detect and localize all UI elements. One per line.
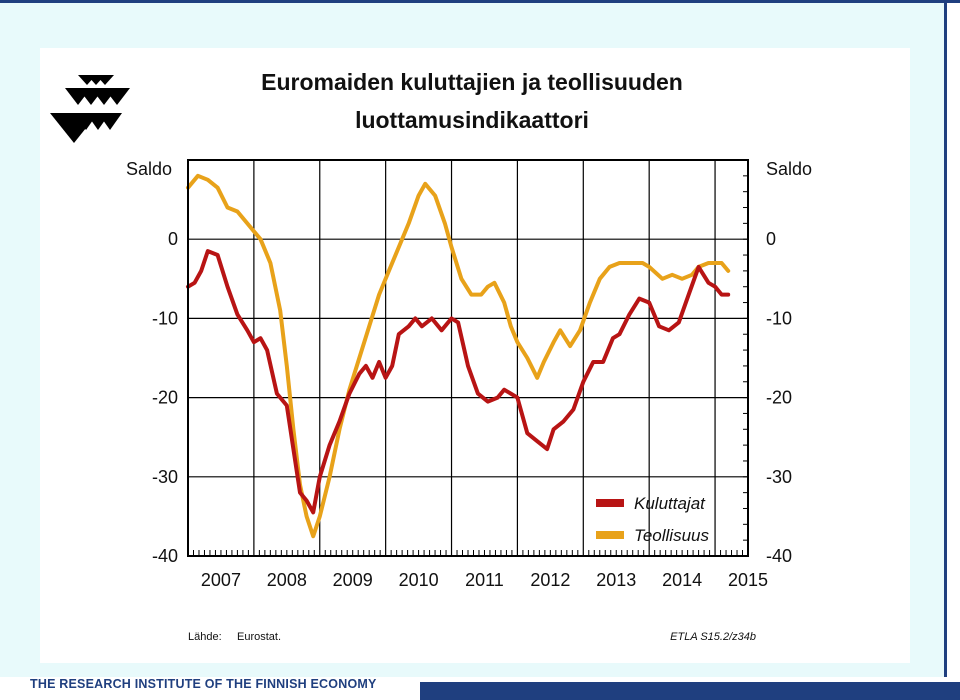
legend-label-kuluttajat: Kuluttajat bbox=[634, 494, 706, 513]
x-tick-label: 2009 bbox=[333, 570, 373, 590]
x-tick-label: 2013 bbox=[596, 570, 636, 590]
x-tick-label: 2010 bbox=[399, 570, 439, 590]
footer-band bbox=[420, 682, 960, 700]
chart-title-line1: Euromaiden kuluttajien ja teollisuuden bbox=[261, 69, 683, 95]
y-tick-label-right: -20 bbox=[766, 388, 792, 408]
y-tick-label-left: -20 bbox=[152, 388, 178, 408]
confidence-chart: Euromaiden kuluttajien ja teollisuuden l… bbox=[50, 69, 812, 643]
right-border bbox=[944, 0, 947, 700]
etla-logo bbox=[50, 75, 130, 143]
series-line-kuluttajat bbox=[186, 249, 731, 515]
series-line-teollisuus bbox=[186, 173, 731, 539]
series-lines bbox=[186, 173, 731, 539]
chart-panel: Euromaiden kuluttajien ja teollisuuden l… bbox=[40, 48, 910, 663]
right-axis-label: Saldo bbox=[766, 159, 812, 179]
y-tick-label-left: -10 bbox=[152, 308, 178, 328]
x-tick-label: 2011 bbox=[465, 570, 504, 590]
top-rule bbox=[0, 0, 960, 3]
chart-title-line2: luottamusindikaattori bbox=[355, 107, 589, 133]
legend-swatch-kuluttajat bbox=[596, 499, 624, 507]
source-label: Lähde: bbox=[188, 631, 222, 643]
x-tick-label: 2012 bbox=[530, 570, 570, 590]
y-tick-label-left: -30 bbox=[152, 467, 178, 487]
source-value: Eurostat. bbox=[237, 631, 281, 643]
legend-swatch-teollisuus bbox=[596, 531, 624, 539]
legend-label-teollisuus: Teollisuus bbox=[634, 526, 709, 545]
x-tick-label: 2007 bbox=[201, 570, 241, 590]
y-tick-label-left: -40 bbox=[152, 546, 178, 566]
x-tick-labels: 2007 2008 2009 2010 2011 2012 2013 2014 2015 bbox=[201, 570, 768, 590]
y-tick-labels: 0 0 -10 -10 -20 -20 -30 -30 -40 -40 bbox=[152, 229, 792, 566]
x-tick-label: 2015 bbox=[728, 570, 768, 590]
y-tick-label-right: -10 bbox=[766, 308, 792, 328]
left-axis-label: Saldo bbox=[126, 159, 172, 179]
legend: Kuluttajat Teollisuus bbox=[596, 494, 709, 545]
chart-reference: ETLA S15.2/z34b bbox=[670, 631, 756, 643]
x-tick-label: 2008 bbox=[267, 570, 307, 590]
x-minor-ticks bbox=[192, 159, 748, 557]
x-tick-label: 2014 bbox=[662, 570, 702, 590]
y-tick-label-right: 0 bbox=[766, 229, 776, 249]
y-tick-label-left: 0 bbox=[168, 229, 178, 249]
y-tick-label-right: -40 bbox=[766, 546, 792, 566]
y-tick-label-right: -30 bbox=[766, 467, 792, 487]
footer-institute-name: THE RESEARCH INSTITUTE OF THE FINNISH EC… bbox=[30, 677, 377, 691]
slide: Euromaiden kuluttajien ja teollisuuden l… bbox=[0, 3, 944, 677]
